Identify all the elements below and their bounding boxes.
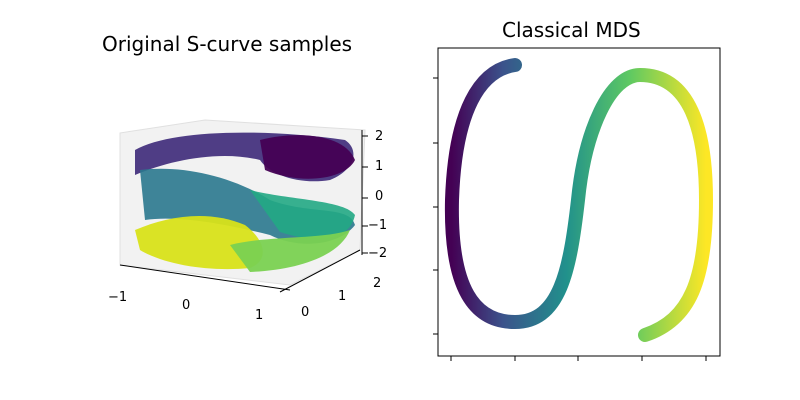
x-tick: −1 [108,290,128,305]
z-tick: 2 [375,129,384,144]
y-tick: 0 [301,305,310,320]
z-tick: −1 [368,218,388,233]
left-3d-axes [119,119,366,293]
z-tick: 1 [375,159,384,174]
3d-tick-marks [362,135,368,254]
left-chart-title: Original S-curve samples [102,32,353,56]
y-tick: 1 [338,289,347,304]
right-mds-axes [433,47,721,361]
z-tick: −2 [368,246,388,261]
z-tick: 0 [375,189,384,204]
y-tick: 2 [373,276,382,291]
x-tick: 0 [182,298,191,313]
right-chart-title: Classical MDS [502,18,641,42]
x-tick: 1 [255,308,264,323]
